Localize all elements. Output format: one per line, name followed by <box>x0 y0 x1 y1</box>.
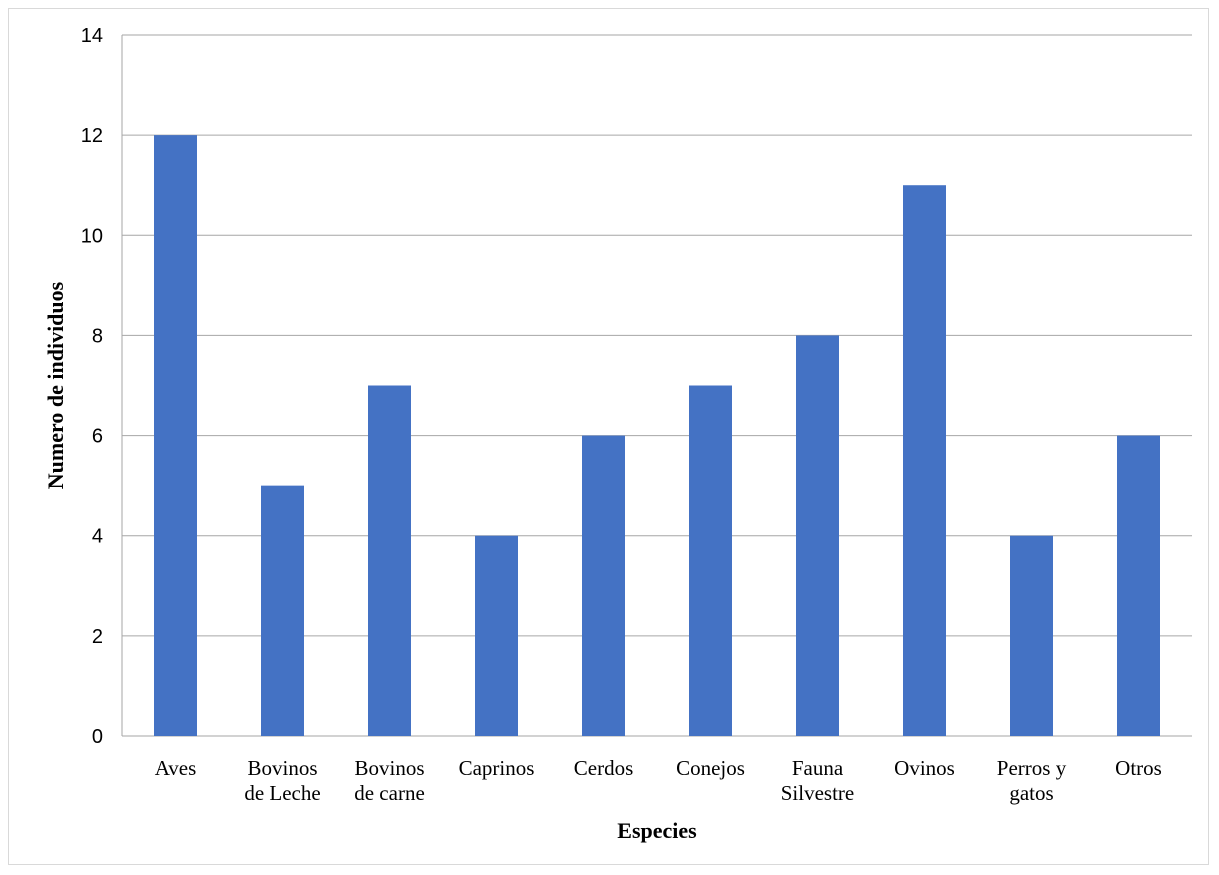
bars <box>154 135 1160 737</box>
bar <box>1010 535 1053 736</box>
bar <box>689 385 732 736</box>
x-category-label: Cerdos <box>574 756 634 780</box>
y-tick-label: 6 <box>92 426 103 448</box>
x-category-label: de carne <box>354 781 425 805</box>
bar <box>154 135 197 737</box>
y-tick-label: 10 <box>81 225 103 247</box>
x-category-label: Fauna <box>792 756 844 780</box>
x-category-label: Ovinos <box>894 756 955 780</box>
x-category-label: Silvestre <box>781 781 855 805</box>
bar <box>582 435 625 736</box>
y-axis-title: Numero de individuos <box>43 281 68 489</box>
y-tick-label: 0 <box>92 726 103 748</box>
bar <box>1117 435 1160 736</box>
bar <box>903 185 946 736</box>
x-category-label: Perros y <box>997 756 1067 780</box>
x-category-label: Otros <box>1115 756 1162 780</box>
y-tick-labels: 0 2 4 6 8 10 12 14 <box>81 25 103 748</box>
y-tick-label: 2 <box>92 626 103 648</box>
x-category-label: Bovinos <box>354 756 424 780</box>
x-category-label: Bovinos <box>247 756 317 780</box>
bar <box>796 335 839 736</box>
bar <box>475 535 518 736</box>
x-category-label: de Leche <box>244 781 320 805</box>
x-category-label: Conejos <box>676 756 745 780</box>
x-axis-title: Especies <box>617 818 697 843</box>
bar <box>261 485 304 736</box>
x-category-label: Aves <box>155 756 197 780</box>
y-tick-label: 4 <box>92 526 103 548</box>
y-tick-label: 8 <box>92 325 103 347</box>
y-tick-label: 14 <box>81 25 103 47</box>
x-category-label: gatos <box>1009 781 1053 805</box>
y-tick-label: 12 <box>81 125 103 147</box>
x-category-label: Caprinos <box>459 756 535 780</box>
bar <box>368 385 411 736</box>
